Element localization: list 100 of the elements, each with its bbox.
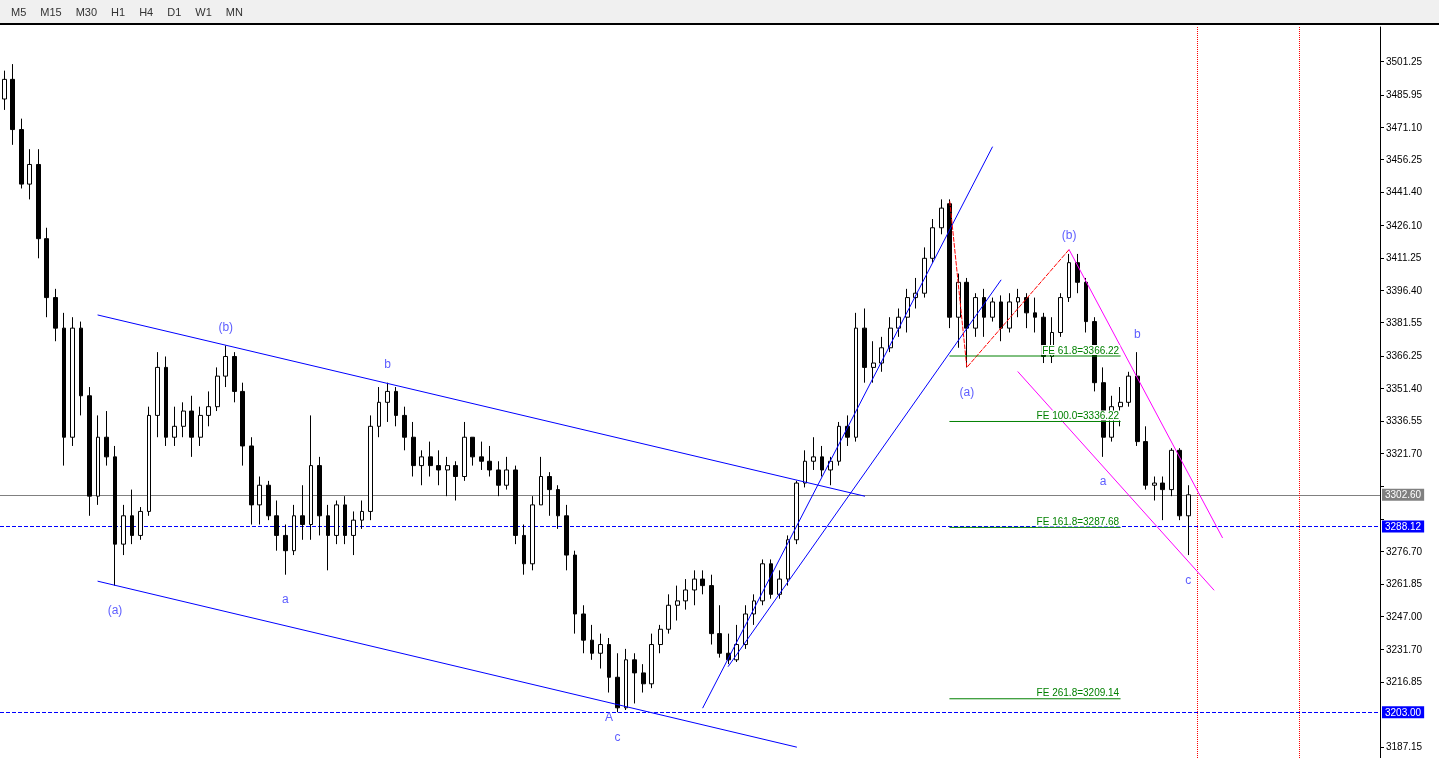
candlestick [385,382,390,423]
candlestick [249,436,254,526]
text: M5 [10,5,28,18]
candlestick [470,436,475,467]
y-tick-label: 3366.25 [1386,350,1423,362]
y-tick-label: 3485.95 [1386,89,1423,101]
candlestick [598,633,603,670]
ref-line-label: 3288.12 [1385,520,1422,532]
candlestick [104,410,109,467]
text: (a) [959,384,975,399]
candlestick [700,569,705,595]
candlestick [189,395,194,458]
candlestick [649,633,654,689]
y-tick-label: 3396.40 [1386,284,1423,296]
y-tick-label: 3231.70 [1386,644,1423,656]
candlestick [19,118,24,189]
text: c [614,729,621,744]
candlestick [70,316,75,447]
candlestick [206,390,211,427]
candlestick [44,227,49,318]
candlestick [147,406,151,517]
candlestick [794,480,799,545]
candlestick [496,460,501,497]
text: M15 [39,5,63,18]
candlestick [999,294,1003,342]
candlestick [1067,253,1071,303]
candlestick [274,500,279,552]
candlestick [837,421,841,467]
candlestick [990,297,995,323]
candlestick [351,510,356,556]
y-tick-label: 3501.25 [1386,55,1423,67]
candlestick [717,604,722,659]
candlestick [786,534,790,587]
candlestick [334,500,339,545]
candlestick [257,476,262,526]
candlestick [1058,292,1063,338]
candlestick [573,550,577,635]
candlestick [777,569,782,600]
candlestick [1169,447,1174,497]
candlestick [309,414,313,541]
candlestick [198,406,203,447]
candlestick [368,414,373,521]
candlestick [709,574,714,646]
candlestick [581,604,586,654]
candlestick [1016,288,1020,318]
candlestick [615,652,620,713]
candlestick [854,312,858,443]
candlestick [896,307,901,338]
candlestick [411,421,416,478]
candlestick [419,449,424,486]
candlestick [632,652,637,704]
candlestick [820,445,824,478]
candlestick [402,406,407,451]
candlestick [1177,447,1182,521]
candlestick [27,148,32,200]
candlestick [947,198,952,329]
candlestick [121,504,126,556]
text: D1 [166,5,183,18]
text: c [1185,572,1192,587]
candlestick [96,414,100,506]
series-label: FE 261.8=3209.14 [1036,687,1120,699]
text: H1 [110,5,127,18]
candlestick [530,495,535,571]
candlestick [1143,425,1148,491]
candlestick [164,356,168,447]
candlestick [871,340,876,384]
candlestick [436,449,441,486]
candlestick [666,593,671,635]
candlestick [973,292,978,338]
candlestick [1126,371,1131,408]
candlestick [394,386,398,427]
candlestick [79,321,83,416]
candlestick [1007,292,1012,333]
candlestick [607,637,611,694]
y-tick-label: 3321.70 [1386,447,1423,459]
candlestick [683,578,688,611]
text: W1 [194,5,213,18]
candlestick [1024,292,1029,329]
candlestick [504,456,509,491]
candlestick [922,246,927,299]
series-label: FE 100.0=3336.22 [1036,409,1120,421]
candlestick [624,648,628,711]
series-label: FE 61.8=3366.22 [1042,344,1120,356]
text: b [1133,326,1141,341]
candlestick [36,148,41,259]
candlestick [692,569,697,606]
y-tick-label: 3471.10 [1386,121,1423,133]
y-tick-label: 3216.85 [1386,676,1423,688]
candlestick [522,524,526,576]
text: MN [224,5,244,18]
series-label: FE 161.8=3287.68 [1036,515,1120,527]
candlestick [240,382,245,467]
y-tick-label: 3247.00 [1386,610,1423,622]
candlestick [462,421,467,482]
ref-line-label: 3203.00 [1385,706,1422,718]
candlestick [292,504,296,556]
candlestick [326,504,330,571]
candlestick [10,63,15,146]
y-tick-label: 3187.15 [1386,741,1423,753]
candlestick [828,456,833,486]
